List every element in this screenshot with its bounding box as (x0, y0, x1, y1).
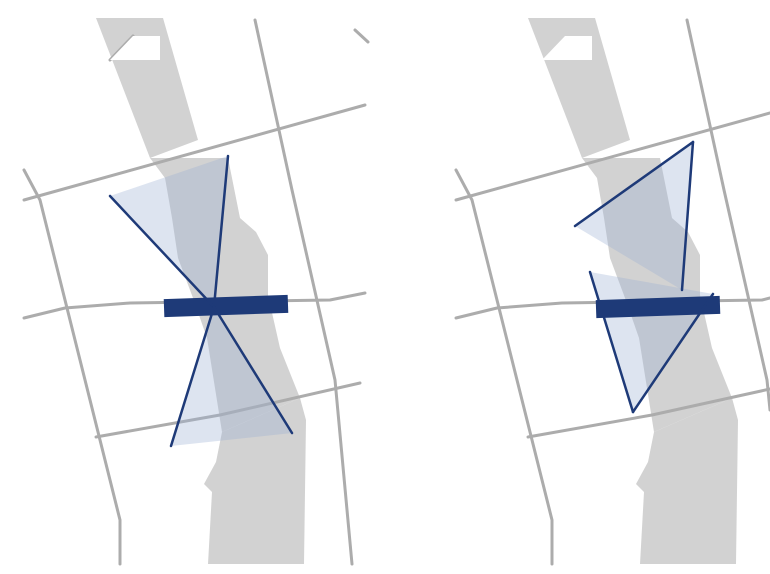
sightline (108, 194, 216, 309)
white-inlet (110, 36, 160, 60)
bridge-triangles (110, 156, 292, 446)
left-panel (22, 18, 370, 566)
road (253, 18, 354, 566)
road (22, 103, 367, 202)
river (528, 18, 738, 564)
sightline (631, 292, 715, 414)
sightlines (573, 140, 715, 414)
river-south-segment (636, 398, 738, 564)
sightline (588, 270, 635, 414)
river-main-channel (582, 158, 732, 432)
sightline (212, 305, 294, 435)
road (454, 168, 554, 566)
road (94, 381, 362, 439)
road (454, 296, 770, 320)
triangle-upper-wedge (110, 156, 228, 307)
sightlines (108, 154, 294, 448)
river-main-channel (150, 158, 300, 432)
roads (454, 18, 770, 566)
sightline (212, 154, 230, 309)
road (22, 291, 367, 320)
sightline (680, 140, 695, 292)
road (685, 18, 770, 412)
road (22, 168, 122, 566)
sightline (573, 140, 695, 228)
right-panel (454, 18, 770, 566)
road (353, 28, 370, 44)
triangle-upper (575, 142, 693, 290)
sightline (169, 305, 216, 448)
white-inlet (542, 36, 592, 60)
road (454, 111, 770, 202)
bridge-bar (595, 295, 721, 319)
triangle-lower-wedge (171, 307, 292, 446)
river-south-segment (204, 398, 306, 564)
road (526, 387, 770, 439)
bridge-bar (163, 294, 289, 318)
